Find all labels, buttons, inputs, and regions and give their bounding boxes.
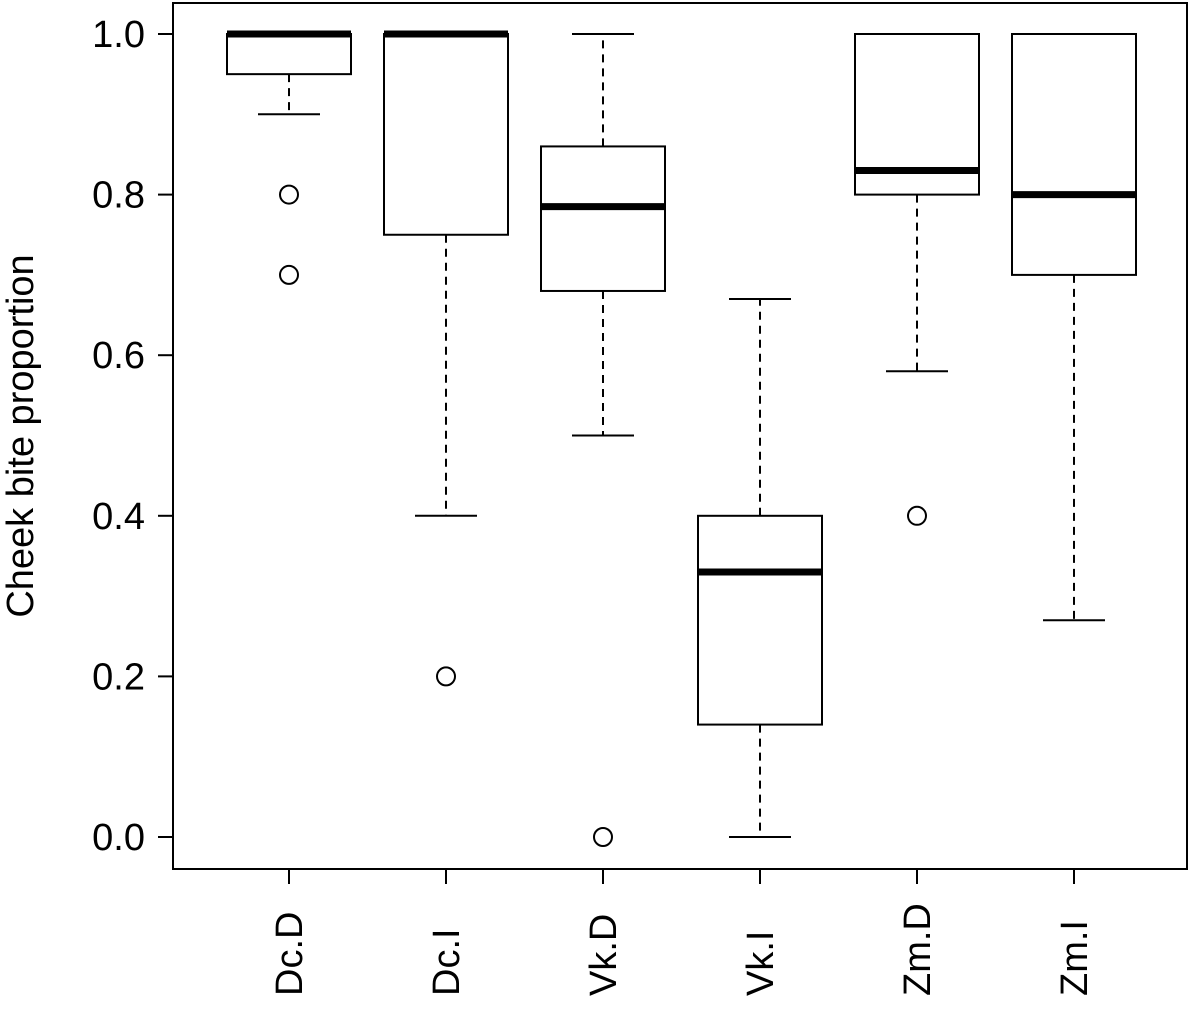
y-tick-label: 0.4 [92,496,145,538]
outlier-point [436,666,456,687]
box-group [854,33,980,526]
y-tick-label: 1.0 [92,14,145,56]
y-axis-label: Cheek bite proportion [0,254,42,617]
box-iqr [226,33,352,76]
y-tick-label: 0.2 [92,656,145,698]
y-tick-label: 0.6 [92,335,145,377]
y-axis: 0.0 0.2 0.4 0.6 0.8 1.0 [92,14,174,859]
x-tick-label: Vk.D [583,914,625,996]
y-tick-label: 0.8 [92,175,145,217]
x-tick-label: Zm.I [1054,920,1096,996]
outlier-point [279,264,299,285]
box-group [697,297,823,838]
box-group [383,30,509,687]
y-tick-label: 0.0 [92,817,145,859]
box-group [1011,33,1137,622]
boxes [226,30,1137,847]
x-axis: Dc.D Dc.I Vk.D Vk.I Zm.D Zm.I [269,869,1096,996]
x-tick-label: Dc.D [269,912,311,996]
box-iqr [697,514,823,726]
box-group [226,30,352,285]
outlier-point [279,184,299,205]
box-iqr [540,145,666,292]
box-group [540,33,666,847]
outlier-point [907,505,927,526]
box-iqr [1011,33,1137,276]
box-iqr [383,33,509,236]
x-tick-label: Zm.D [897,903,939,996]
x-tick-label: Vk.I [740,931,782,996]
x-tick-label: Dc.I [426,928,468,996]
outlier-point [593,827,613,847]
